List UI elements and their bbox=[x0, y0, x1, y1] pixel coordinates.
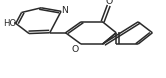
Text: HO: HO bbox=[3, 19, 17, 28]
Text: N: N bbox=[61, 6, 68, 15]
Text: O: O bbox=[105, 0, 112, 6]
Text: O: O bbox=[71, 45, 79, 54]
